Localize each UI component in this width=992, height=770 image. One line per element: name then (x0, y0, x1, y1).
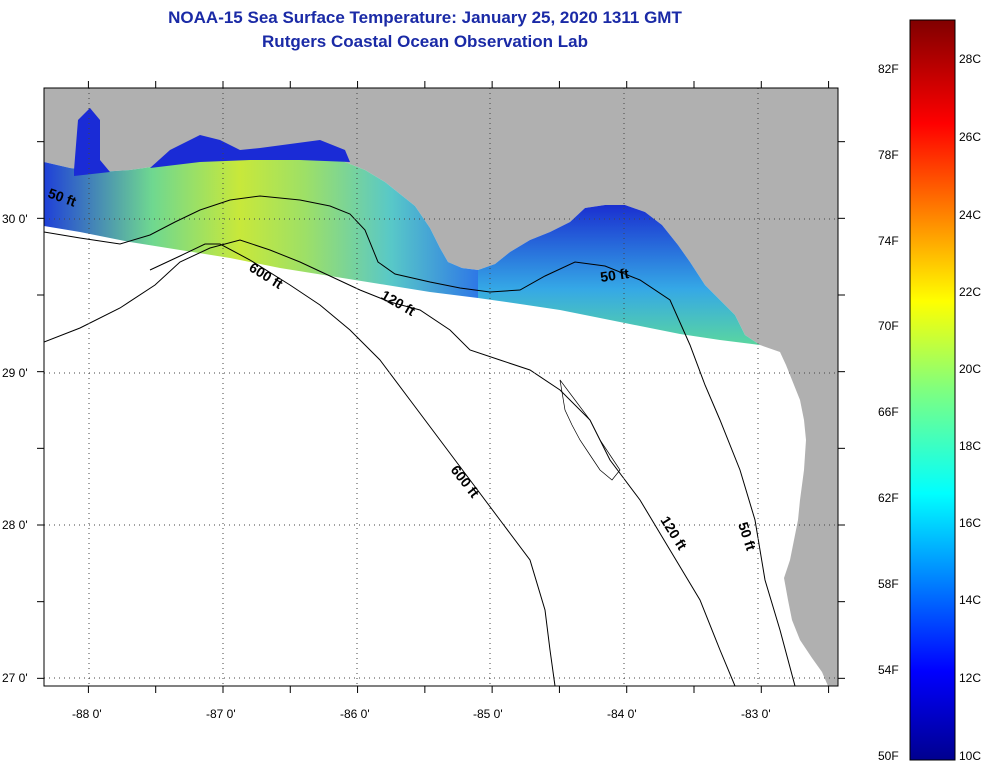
colorbar (909, 19, 956, 761)
contour-120ft (44, 239, 736, 686)
lon-tick-label: -83 0' (741, 707, 771, 721)
colorbar-c-label: 26C (959, 130, 981, 144)
lat-tick-label: 28 0' (2, 518, 28, 532)
lat-tick-label: 30 0' (2, 212, 28, 226)
colorbar-f-label: 70F (878, 319, 899, 333)
colorbar-c-label: 18C (959, 439, 981, 453)
sst-swath-east (478, 205, 760, 345)
colorbar-c-labels: 28C 26C 24C 22C 20C 18C 16C 14C 12C 10C (959, 52, 981, 763)
lat-tick-label: 27 0' (2, 671, 28, 685)
lat-tick-label: 29 0' (2, 366, 28, 380)
tick-marks (37, 81, 845, 693)
lon-tick-label: -88 0' (72, 707, 102, 721)
chart-subtitle: Rutgers Coastal Ocean Observation Lab (262, 32, 588, 51)
colorbar-c-label: 14C (959, 593, 981, 607)
contour-50ft-west (44, 195, 796, 686)
colorbar-f-labels: 82F 78F 74F 70F 66F 62F 58F 54F 50F (878, 62, 899, 763)
colorbar-c-label: 20C (959, 362, 981, 376)
mobile-bay-water (74, 108, 110, 176)
chart-title: NOAA-15 Sea Surface Temperature: January… (168, 8, 682, 27)
colorbar-c-label: 12C (959, 671, 981, 685)
lon-tick-labels: -88 0' -87 0' -86 0' -85 0' -84 0' -83 0… (72, 707, 771, 721)
coastal-bay-water (150, 135, 350, 168)
colorbar-f-label: 66F (878, 405, 899, 419)
colorbar-f-label: 54F (878, 663, 899, 677)
land-mass (44, 88, 838, 686)
contour-600ft (149, 243, 556, 686)
lat-tick-labels: 30 0' 29 0' 28 0' 27 0' (2, 212, 28, 685)
colorbar-f-label: 50F (878, 749, 899, 763)
lon-tick-label: -87 0' (206, 707, 236, 721)
sst-swath-west (44, 150, 478, 298)
contour-label: 50 ft (599, 265, 630, 285)
plot-frame (43, 87, 839, 687)
colorbar-f-label: 62F (878, 491, 899, 505)
colorbar-f-label: 74F (878, 234, 899, 248)
colorbar-c-label: 10C (959, 749, 981, 763)
colorbar-c-label: 22C (959, 285, 981, 299)
colorbar-f-label: 78F (878, 148, 899, 162)
colorbar-c-label: 16C (959, 516, 981, 530)
colorbar-c-label: 24C (959, 208, 981, 222)
lon-tick-label: -86 0' (340, 707, 370, 721)
colorbar-f-label: 82F (878, 62, 899, 76)
big-bend-shoals (559, 379, 621, 481)
lon-tick-label: -84 0' (607, 707, 637, 721)
lon-tick-label: -85 0' (473, 707, 503, 721)
colorbar-c-label: 28C (959, 52, 981, 66)
colorbar-f-label: 58F (878, 577, 899, 591)
